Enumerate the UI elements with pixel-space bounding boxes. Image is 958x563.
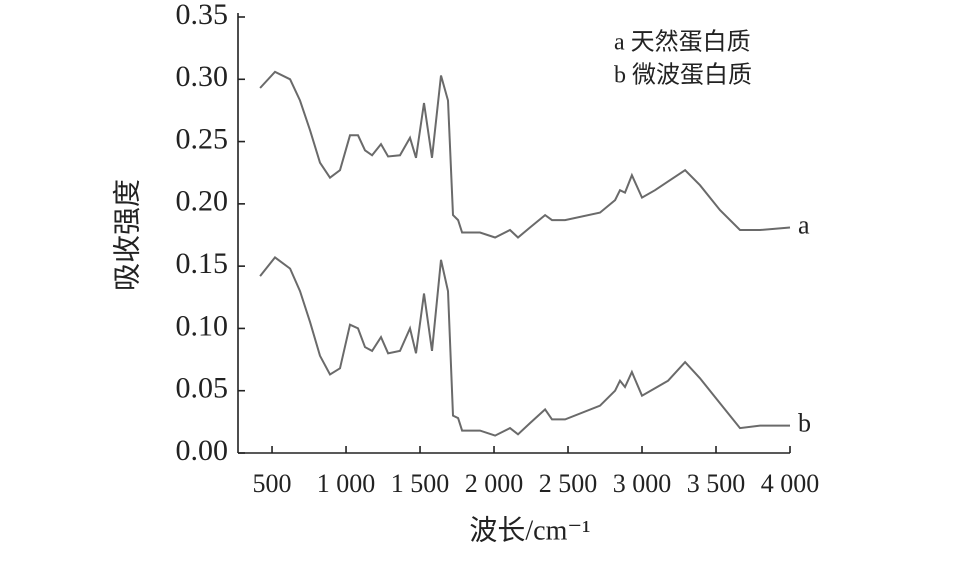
- x-tick-label: 4 000: [761, 469, 820, 498]
- series-line: [259, 256, 790, 437]
- x-tick-label: 3 500: [687, 469, 746, 498]
- x-tick-label: 1 000: [317, 469, 376, 498]
- y-tick-label: 0.20: [176, 185, 229, 218]
- x-tick-label: 2 000: [465, 469, 524, 498]
- y-tick-label: 0.15: [176, 247, 229, 280]
- x-tick-label: 500: [253, 469, 292, 498]
- legend-note: b 微波蛋白质: [614, 62, 752, 89]
- y-tick-label: 0.05: [176, 372, 229, 405]
- x-axis-label: 波长/cm⁻¹: [469, 514, 590, 546]
- x-tick-label: 1 500: [391, 469, 450, 498]
- y-tick-label: 0.00: [176, 434, 229, 467]
- y-tick-label: 0.10: [176, 309, 229, 342]
- y-tick-label: 0.35: [176, 0, 229, 31]
- y-axis-label: 吸收强度: [111, 179, 143, 291]
- legend-note: a 天然蛋白质: [614, 29, 751, 56]
- series-label: b: [798, 409, 811, 438]
- x-tick-label: 3 000: [613, 469, 672, 498]
- y-tick-label: 0.30: [176, 60, 229, 93]
- series-line: [259, 70, 791, 239]
- x-tick-label: 2 500: [539, 469, 598, 498]
- series-label: a: [798, 210, 810, 239]
- y-tick-label: 0.25: [176, 122, 229, 155]
